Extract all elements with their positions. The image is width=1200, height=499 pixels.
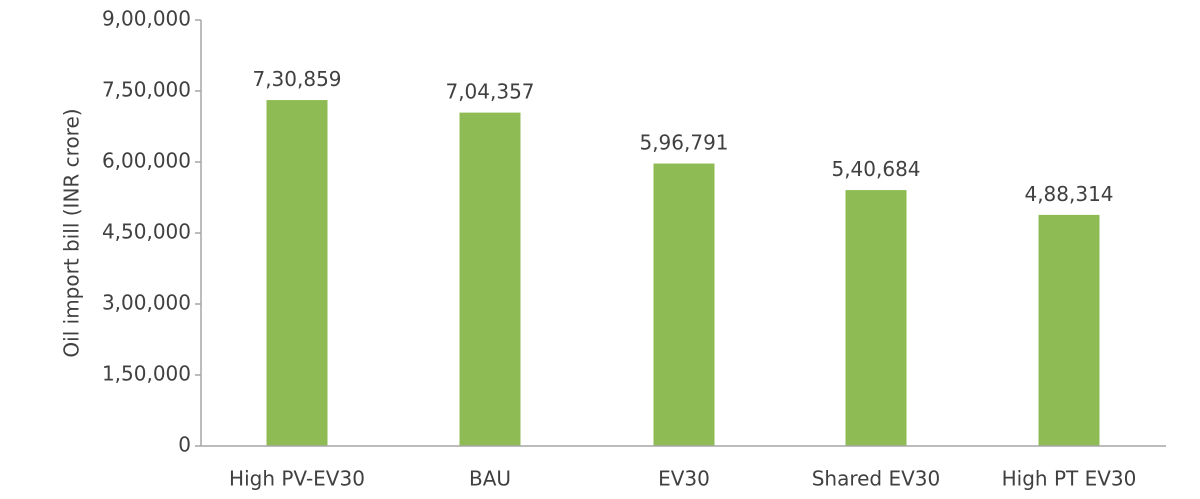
y-axis-ticks: 0 1,50,000 3,00,000 4,50,000 6,00,000 7,50,00… [102,7,201,457]
bar [459,112,521,446]
y-tick-label: 7,50,000 [102,78,191,102]
y-tick-label: 6,00,000 [102,149,191,173]
bar [845,190,907,446]
data-label: 7,04,357 [445,80,534,104]
x-axis-labels: High PV-EV30 BAU EV30 Shared EV30 High PT EV… [229,467,1136,491]
y-tick-label: 1,50,000 [102,362,191,386]
y-tick-label: 9,00,000 [102,7,191,31]
bar [266,100,328,447]
y-tick-label: 3,00,000 [102,291,191,315]
x-tick-label: High PV-EV30 [229,467,365,491]
bar [653,163,715,446]
y-axis-title: Oil import bill (INR crore) [60,108,84,357]
x-tick-label: EV30 [658,467,710,491]
data-label: 5,40,684 [831,157,920,181]
bar-series [266,100,1100,447]
x-tick-label: Shared EV30 [812,467,941,491]
x-tick-label: BAU [469,467,511,491]
data-label: 7,30,859 [252,67,341,91]
data-label: 4,88,314 [1024,182,1113,206]
x-tick-label: High PT EV30 [1002,467,1137,491]
data-labels: 7,30,859 7,04,357 5,96,791 5,40,684 4,88,314 [252,67,1113,206]
y-tick-label: 0 [178,433,191,457]
y-tick-label: 4,50,000 [102,220,191,244]
bar [1038,214,1100,446]
data-label: 5,96,791 [639,131,728,155]
